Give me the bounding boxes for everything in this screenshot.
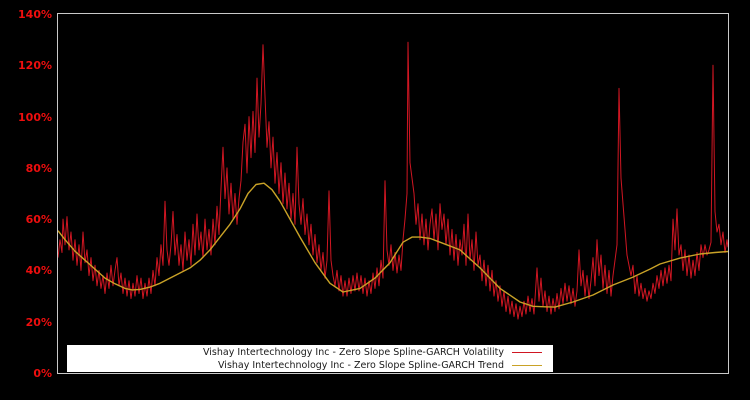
- legend-line-sample-volatility: [512, 351, 542, 353]
- y-axis-tick-label: 80%: [25, 161, 52, 175]
- y-axis-tick-label: 100%: [18, 110, 52, 124]
- legend: Vishay Intertechnology Inc - Zero Slope …: [67, 345, 553, 372]
- y-axis-tick-label: 60%: [25, 213, 52, 227]
- y-axis-tick-label: 120%: [18, 59, 52, 73]
- legend-item-volatility: Vishay Intertechnology Inc - Zero Slope …: [67, 346, 553, 359]
- legend-line-sample-trend: [512, 364, 542, 366]
- y-axis-tick-label: 40%: [25, 264, 52, 278]
- chart-plot-svg: [58, 41, 728, 320]
- trend-line: [58, 182, 728, 308]
- plot-area: [57, 13, 729, 374]
- legend-label-volatility: Vishay Intertechnology Inc - Zero Slope …: [203, 346, 504, 358]
- volatility-line: [58, 41, 728, 320]
- y-axis-tick-label: 20%: [25, 315, 52, 329]
- y-axis-tick-label: 0%: [33, 367, 52, 380]
- y-axis-tick-label: 140%: [18, 8, 52, 21]
- legend-label-trend: Vishay Intertechnology Inc - Zero Slope …: [218, 359, 504, 371]
- legend-item-trend: Vishay Intertechnology Inc - Zero Slope …: [67, 359, 553, 372]
